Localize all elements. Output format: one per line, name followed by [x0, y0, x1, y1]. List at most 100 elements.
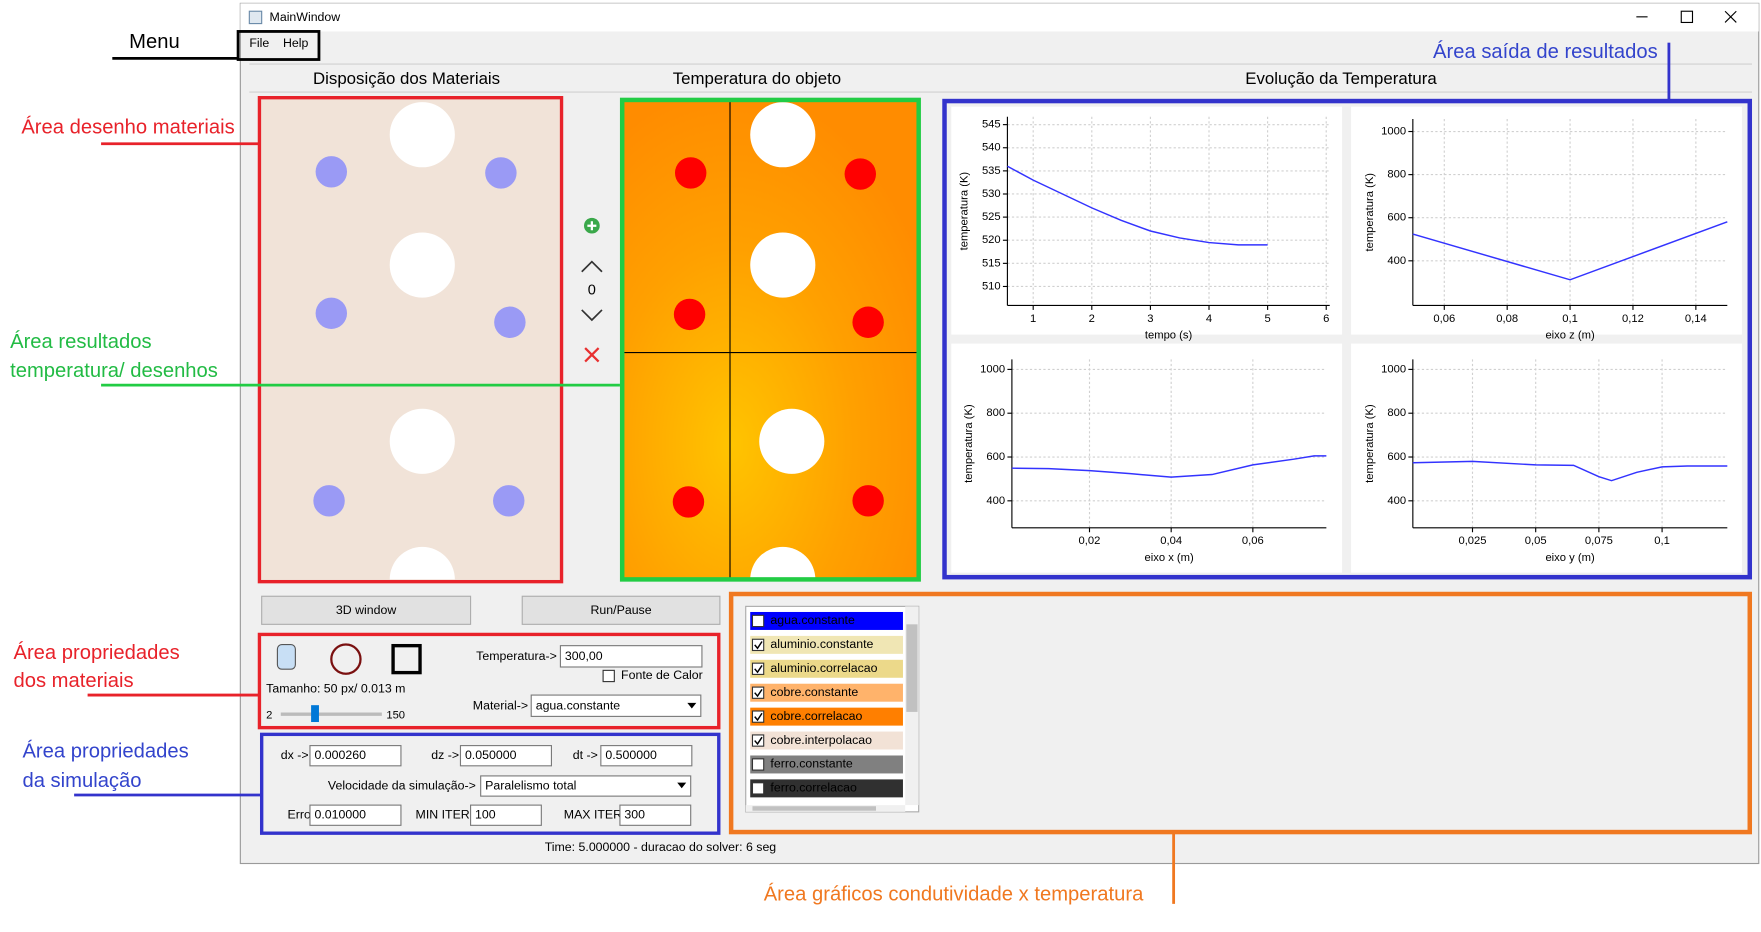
checkmark: [754, 736, 763, 746]
remove-layer-button[interactable]: [584, 347, 600, 363]
max-iter-input[interactable]: [619, 804, 692, 826]
x-tick-label: 0,1: [1654, 535, 1670, 547]
close-button[interactable]: [1724, 10, 1737, 23]
y-tick-label: 1000: [980, 363, 1005, 375]
slider-min: 2: [266, 709, 272, 721]
material-swatch[interactable]: [750, 779, 903, 798]
temperature-canvas: [619, 97, 921, 582]
field-value[interactable]: 0.050000: [465, 748, 517, 762]
combo-arrow: [687, 702, 697, 709]
layer-down-button[interactable]: [581, 309, 603, 322]
x-tick-label: 1: [1030, 313, 1036, 325]
heat-source-checkbox[interactable]: [602, 669, 615, 683]
material-swatch[interactable]: [750, 755, 903, 774]
temperature-input[interactable]: [559, 645, 703, 668]
heat-source-label[interactable]: Fonte de Calor: [621, 668, 703, 682]
material-swatch[interactable]: [750, 683, 903, 702]
dx-input[interactable]: [309, 745, 402, 767]
combo-arrow: [677, 782, 687, 789]
y-tick-label: 530: [982, 188, 1001, 200]
shape-tool-square[interactable]: [391, 643, 422, 675]
material-swatch[interactable]: [750, 731, 903, 750]
material-circle: [852, 306, 884, 338]
x-tick-label: 5: [1264, 313, 1270, 325]
field-value[interactable]: 100: [475, 807, 496, 821]
x-axis-label: eixo z (m): [1545, 330, 1595, 342]
data-line: [1011, 455, 1327, 478]
material-circle: [844, 158, 877, 190]
chart-panel: [951, 343, 1343, 573]
y-tick-label: 535: [982, 165, 1001, 177]
material-value[interactable]: agua.constante: [536, 699, 621, 713]
material-circle: [389, 102, 455, 168]
dz-input[interactable]: [459, 745, 552, 767]
material-checkbox[interactable]: [751, 686, 765, 699]
material-checkbox[interactable]: [751, 758, 765, 771]
x-tick-label: 0,06: [1433, 313, 1455, 325]
min-iter-input[interactable]: [470, 804, 542, 826]
shape-tool-circle[interactable]: [330, 643, 362, 675]
data-line: [1412, 221, 1728, 281]
material-circle: [389, 408, 455, 474]
field-value[interactable]: Paralelismo total: [485, 778, 576, 792]
material-swatch[interactable]: [750, 635, 903, 654]
y-tick-label: 540: [982, 142, 1001, 154]
material-checkbox[interactable]: [751, 662, 765, 675]
field-label: dz ->: [431, 748, 459, 762]
field-value[interactable]: 300: [624, 807, 645, 821]
material-checkbox[interactable]: [751, 734, 765, 747]
field-value[interactable]: 0.500000: [605, 748, 657, 762]
data-line: [1007, 165, 1268, 246]
material-swatch[interactable]: [750, 707, 903, 726]
menu-file[interactable]: File: [249, 36, 269, 50]
layer-up-button[interactable]: [581, 260, 603, 273]
shape-tool-bottle[interactable]: [276, 643, 296, 670]
add-layer-icon: [587, 221, 597, 231]
button-label[interactable]: 3D window: [336, 603, 396, 617]
annotation: Área desenho materiais: [21, 115, 234, 138]
field-value[interactable]: 0.010000: [314, 807, 366, 821]
dt-input[interactable]: [600, 745, 693, 767]
annotation-box: [619, 97, 921, 582]
y-tick-label: 1000: [1381, 363, 1406, 375]
field-value[interactable]: 0.000260: [314, 748, 366, 762]
y-axis-label: temperatura (K): [1364, 404, 1376, 483]
speed-combo[interactable]: [480, 775, 692, 797]
annotation: Área propriedades: [22, 740, 188, 763]
annotation: temperatura/ desenhos: [10, 360, 218, 382]
scrollbar-thumb[interactable]: [752, 806, 877, 811]
material-swatch[interactable]: [750, 611, 903, 630]
maximize-button[interactable]: [1680, 10, 1694, 24]
annotation: Menu: [129, 31, 180, 53]
y-tick-label: 400: [986, 495, 1005, 507]
x-tick-label: 2: [1089, 313, 1095, 325]
slider-handle[interactable]: [311, 705, 319, 723]
materials-canvas[interactable]: [257, 96, 564, 584]
button-label[interactable]: Run/Pause: [591, 603, 652, 617]
annotation: dos materiais: [13, 670, 133, 692]
y-tick-label: 1000: [1381, 125, 1406, 137]
x-tick-label: 3: [1147, 313, 1153, 325]
material-circle: [389, 232, 455, 298]
material-checkbox[interactable]: [751, 638, 765, 652]
error-input[interactable]: [309, 804, 402, 826]
material-checkbox[interactable]: [751, 614, 765, 628]
checkmark: [754, 641, 763, 650]
material-swatch[interactable]: [750, 659, 903, 678]
material-circle: [750, 102, 816, 168]
temperature-label: Temperatura->: [476, 649, 557, 663]
menu-highlight: [236, 30, 321, 61]
status-text: Time: 5.000000 - duracao do solver: 6 se…: [545, 840, 777, 854]
button[interactable]: [261, 595, 472, 625]
material-checkbox[interactable]: [751, 710, 765, 723]
menu-help[interactable]: Help: [283, 36, 309, 50]
button[interactable]: [521, 595, 721, 625]
x-tick-label: 0,14: [1685, 313, 1707, 325]
temperature-value[interactable]: 300,00: [565, 649, 603, 663]
scrollbar-thumb[interactable]: [906, 624, 918, 712]
field-label: MIN ITER: [416, 807, 470, 821]
x-tick-label: 0,025: [1458, 535, 1486, 547]
material-combo[interactable]: [530, 694, 702, 717]
material-checkbox[interactable]: [751, 782, 765, 795]
